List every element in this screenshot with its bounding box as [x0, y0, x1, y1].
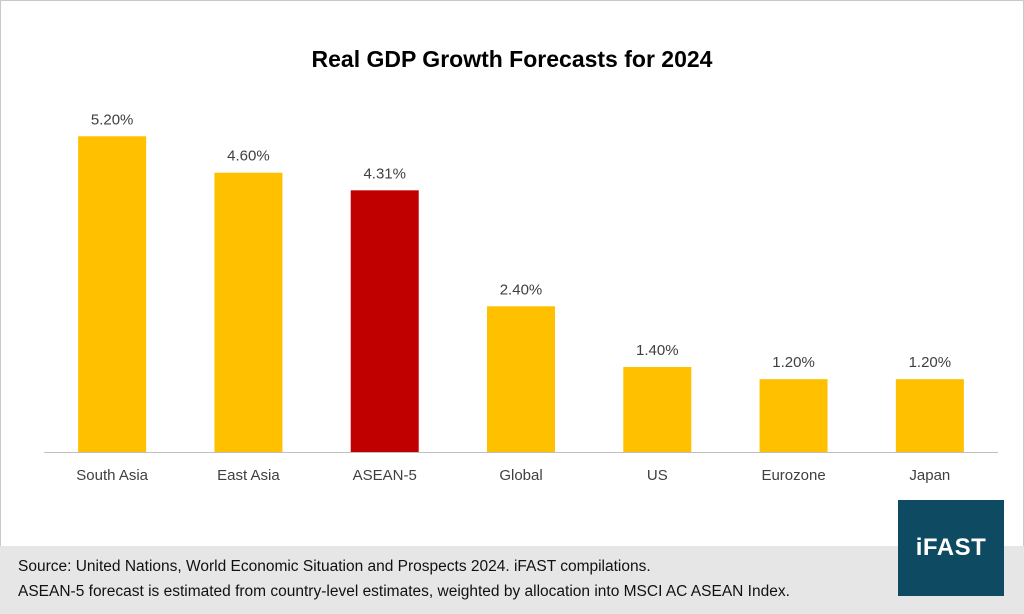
methodology-note: ASEAN-5 forecast is estimated from count…	[18, 583, 790, 600]
bar-asean-5	[350, 190, 419, 453]
data-label: 2.40%	[500, 281, 543, 298]
bar-east-asia	[214, 172, 283, 452]
footer-notes: Source: United Nations, World Economic S…	[0, 546, 1024, 614]
x-tick-label: US	[647, 467, 668, 484]
x-tick-label: Japan	[909, 467, 950, 484]
source-note: Source: United Nations, World Economic S…	[18, 558, 651, 575]
bar-us	[623, 367, 692, 452]
x-tick-label: Global	[499, 467, 542, 484]
data-label: 4.60%	[227, 148, 270, 165]
x-tick-label: South Asia	[76, 467, 148, 484]
bar-south-asia	[78, 136, 147, 453]
bar-global	[487, 306, 555, 452]
chart-title: Real GDP Growth Forecasts for 2024	[311, 46, 713, 72]
data-label: 5.20%	[91, 111, 134, 128]
data-label: 1.20%	[772, 354, 815, 371]
bar-japan	[895, 379, 964, 452]
bar-eurozone	[759, 379, 828, 452]
data-label: 1.20%	[909, 354, 952, 371]
x-tick-label: ASEAN-5	[353, 467, 417, 484]
x-tick-label: East Asia	[217, 467, 280, 484]
x-tick-label: Eurozone	[761, 467, 825, 484]
data-label: 1.40%	[636, 342, 679, 359]
data-label: 4.31%	[363, 165, 406, 182]
ifast-logo: iFAST	[898, 500, 1004, 596]
